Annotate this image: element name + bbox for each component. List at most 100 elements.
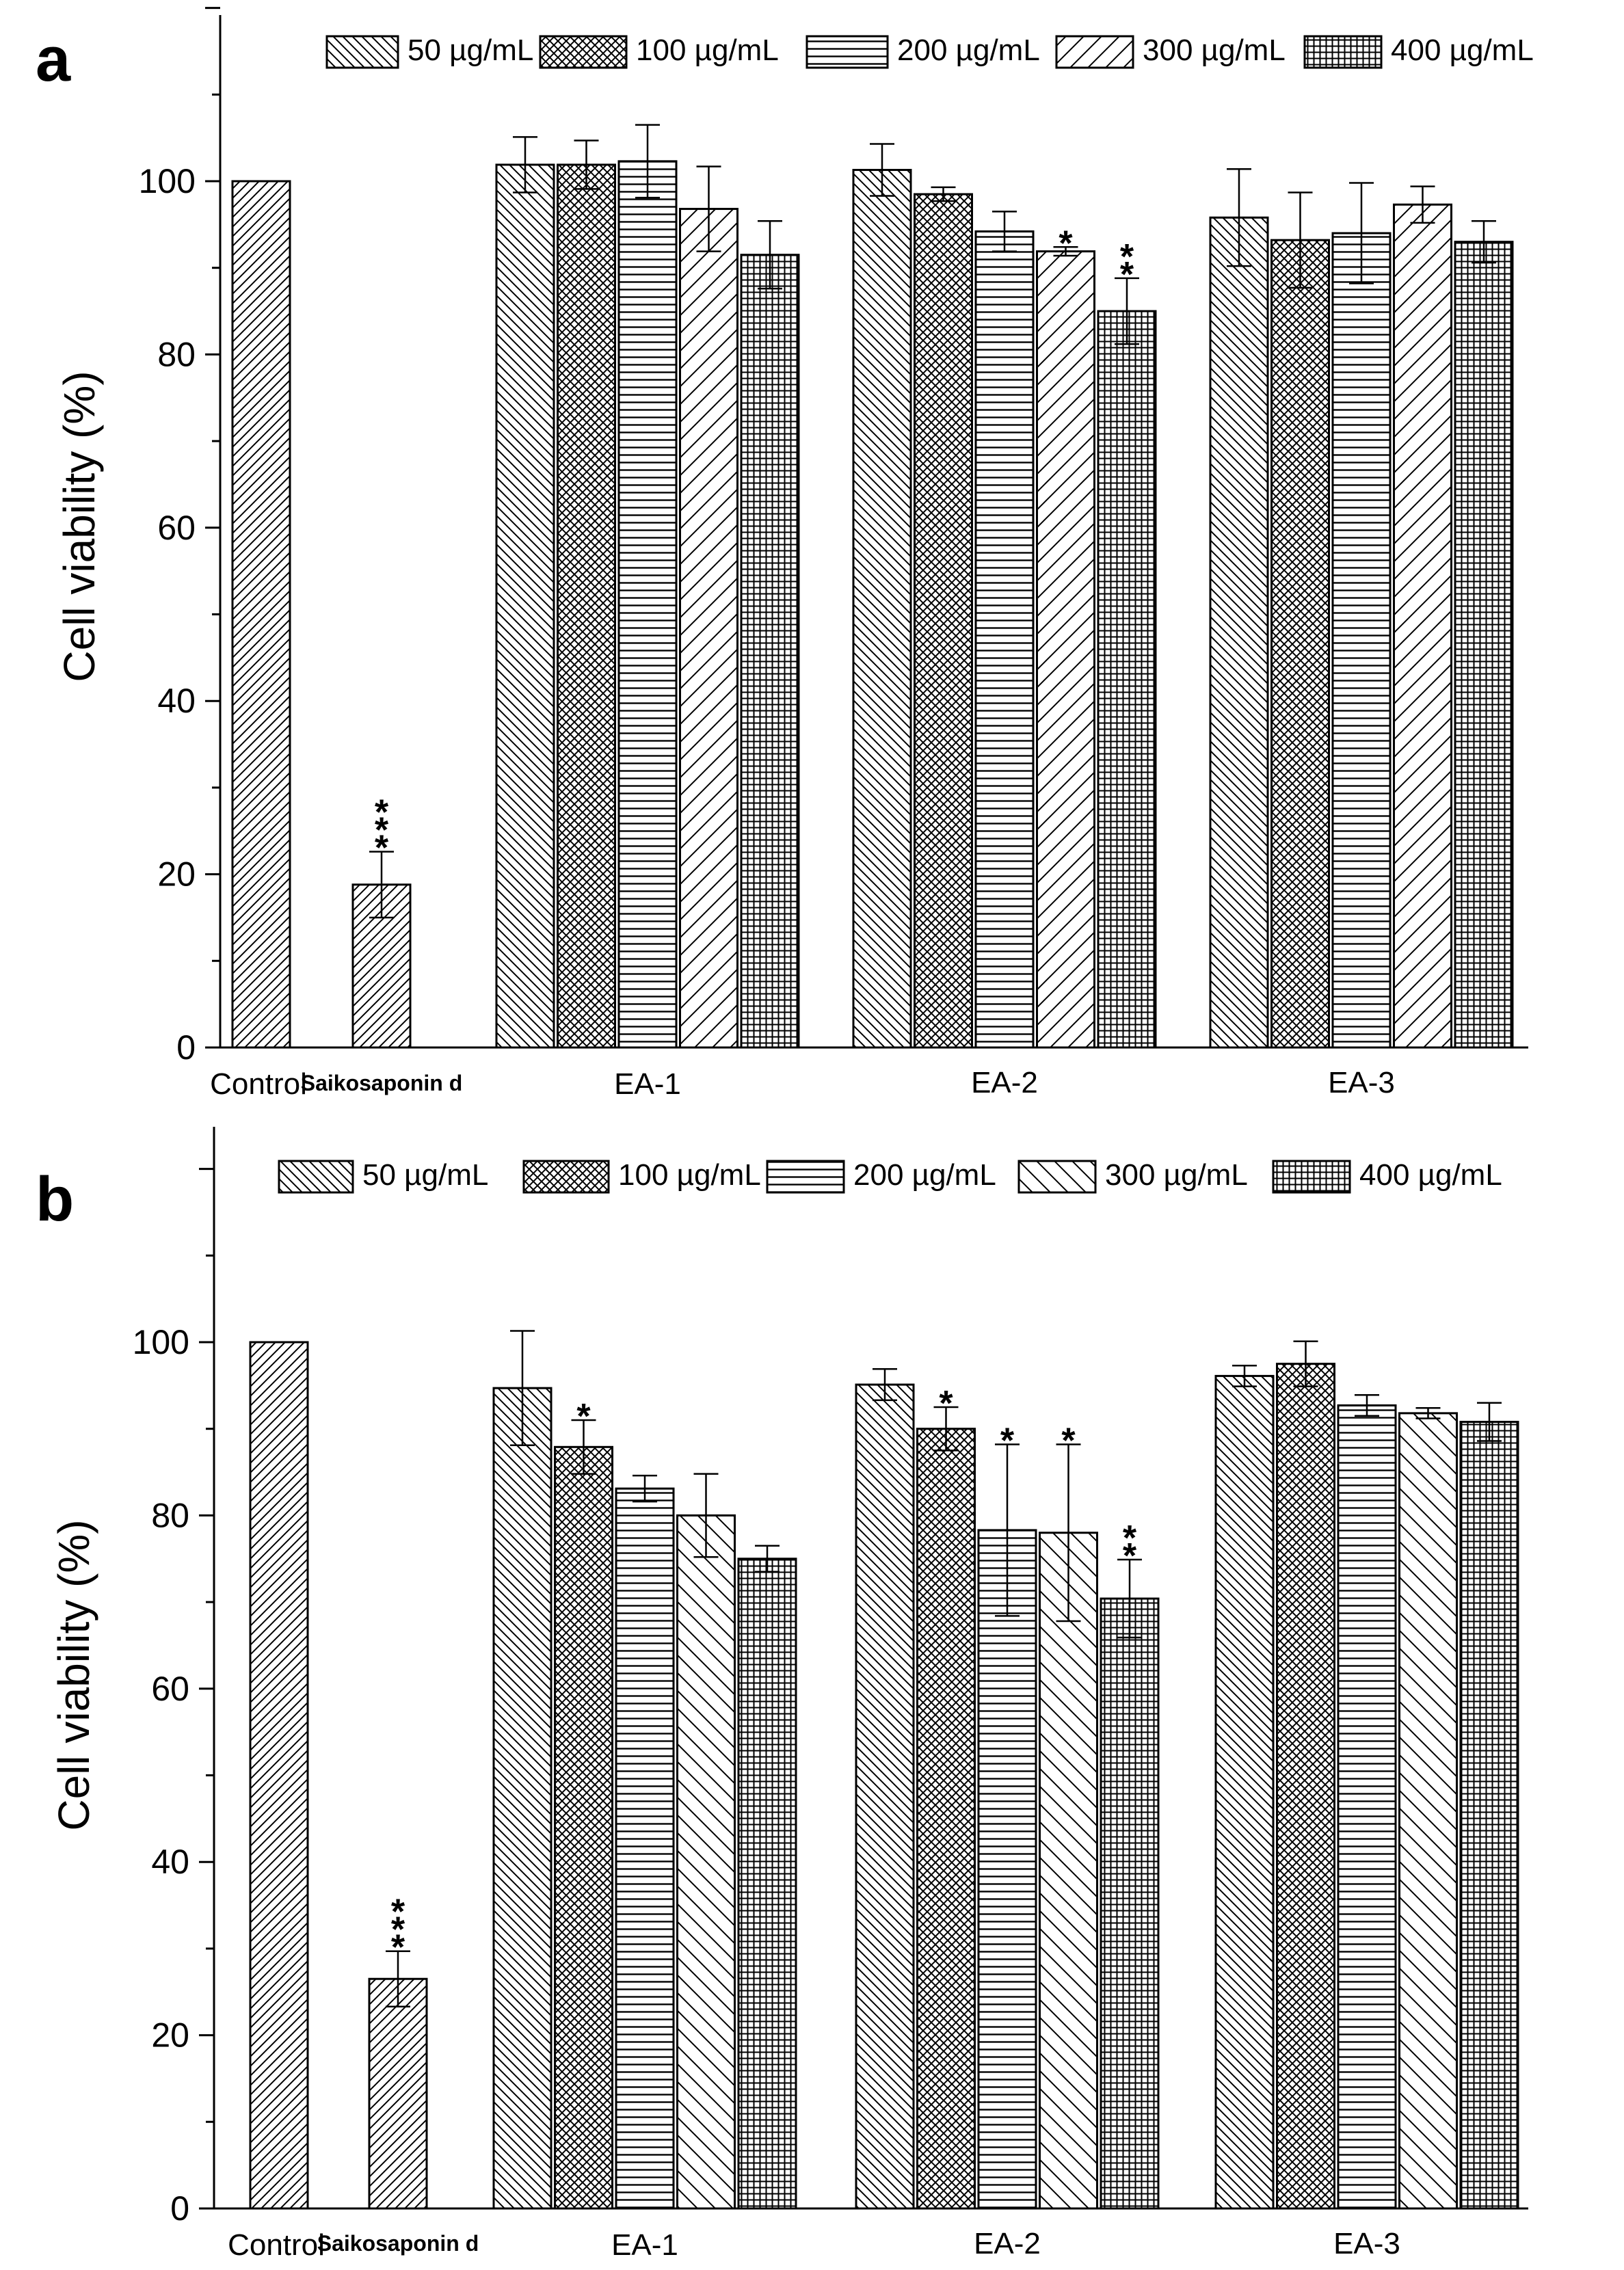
asterisk: * xyxy=(1000,1421,1015,1461)
asterisk: * xyxy=(375,811,389,851)
asterisk: * xyxy=(391,1893,405,1932)
legend-swatch xyxy=(539,35,628,69)
legend-label: 300 µg/mL xyxy=(1143,34,1286,67)
bar-ea-2-4 xyxy=(1036,250,1095,1049)
bar-ea-2-5-significance: ** xyxy=(1120,237,1134,295)
asterisk: * xyxy=(1120,255,1134,295)
bar-ea-1-3 xyxy=(615,1487,675,2210)
y-tick-label: 20 xyxy=(151,2016,189,2055)
control-bar-saikosaponin-d-significance: *** xyxy=(375,793,389,868)
bar-ea-3-1 xyxy=(1214,1374,1275,2210)
asterisk: * xyxy=(1120,237,1134,277)
bar-ea-2-5-significance: ** xyxy=(1123,1519,1137,1576)
bar-ea-1-1 xyxy=(495,163,555,1049)
legend-swatch xyxy=(325,35,399,69)
bar-ea-2-1 xyxy=(855,1383,915,2210)
asterisk: * xyxy=(375,793,389,833)
bar-ea-3-5 xyxy=(1459,1421,1519,2210)
legend-label: 100 µg/mL xyxy=(618,1158,761,1192)
axes-a: 0 20 40 60 80 100 xyxy=(139,7,1528,1067)
bar-ea-1-2-significance: * xyxy=(576,1397,591,1437)
control-bar-saikosaponin-d-significance: *** xyxy=(391,1893,405,1968)
y-tick-label: 100 xyxy=(139,162,196,200)
bar-ea-2-3-significance: * xyxy=(1000,1421,1015,1461)
asterisk: * xyxy=(1123,1536,1137,1576)
bar-ea-2-3 xyxy=(977,1529,1037,2210)
bars-b: **** ** *** xyxy=(249,1330,1519,2210)
legend-label: 200 µg/mL xyxy=(897,34,1040,67)
legend-label: 400 µg/mL xyxy=(1391,34,1534,67)
y-tick-label: 100 xyxy=(133,1323,189,1361)
x-category-label: Control xyxy=(210,1067,307,1101)
bar-ea-1-5 xyxy=(740,254,800,1049)
x-category-label: Saikosaponin d xyxy=(301,1071,462,1095)
asterisk: * xyxy=(375,829,389,868)
bars-a: **** ** xyxy=(231,124,1514,1049)
panel-letter-b: b xyxy=(36,1164,74,1234)
asterisk: * xyxy=(1123,1519,1137,1558)
bar-ea-3-2 xyxy=(1276,1363,1335,2210)
y-tick-label: 80 xyxy=(157,335,196,373)
bar-ea-2-5 xyxy=(1097,310,1157,1049)
x-category-label: Saikosaponin d xyxy=(317,2231,479,2256)
x-category-label: EA-2 xyxy=(971,1066,1038,1099)
bar-ea-1-2 xyxy=(557,163,616,1049)
bar-ea-2-1 xyxy=(852,169,912,1049)
y-tick-label: 60 xyxy=(157,509,196,547)
y-axis-label-b: Cell viability (%) xyxy=(49,1519,98,1830)
control-bar-control xyxy=(249,1341,309,2210)
legend-a: 50 µg/mL 100 µg/mL 200 µg/mL 300 µg/mL 400 µ… xyxy=(325,34,1534,69)
bar-ea-2-2 xyxy=(914,193,973,1049)
legend-b: 50 µg/mL 100 µg/mL 200 µg/mL 300 µg/mL 400 µ… xyxy=(278,1158,1502,1194)
asterisk: * xyxy=(1061,1421,1076,1461)
bar-ea-2-4-significance: * xyxy=(1059,224,1073,263)
bar-ea-3-3 xyxy=(1331,232,1392,1049)
legend-swatch xyxy=(1303,35,1383,69)
bar-ea-2-3 xyxy=(974,230,1035,1049)
legend-label: 50 µg/mL xyxy=(408,34,533,67)
bar-ea-1-1 xyxy=(492,1387,553,2210)
control-bar-saikosaponin-d xyxy=(351,883,412,1049)
legend-label: 300 µg/mL xyxy=(1105,1158,1248,1192)
bar-ea-3-1 xyxy=(1209,216,1269,1049)
x-category-label: EA-3 xyxy=(1328,1066,1395,1099)
x-category-label: EA-1 xyxy=(611,2228,678,2262)
asterisk: * xyxy=(391,1910,405,1950)
bar-ea-2-4-significance: * xyxy=(1061,1421,1076,1461)
asterisk: * xyxy=(1059,224,1073,263)
control-bar-saikosaponin-d xyxy=(368,1977,428,2210)
panel-b: b 50 µg/mL 100 µg/mL 200 µg/mL 300 µg/mL 400… xyxy=(36,1127,1528,2262)
y-tick-label: 60 xyxy=(151,1670,189,1708)
bar-ea-2-5 xyxy=(1100,1597,1160,2210)
panel-letter-a: a xyxy=(36,25,71,94)
bar-ea-2-4 xyxy=(1039,1532,1098,2210)
bar-ea-3-4 xyxy=(1398,1412,1458,2210)
x-category-label: EA-3 xyxy=(1333,2227,1400,2260)
bar-ea-2-2 xyxy=(916,1428,976,2210)
y-axis-label-a: Cell viability (%) xyxy=(55,371,104,682)
asterisk: * xyxy=(576,1397,591,1437)
x-category-label: EA-2 xyxy=(974,2227,1041,2260)
bar-ea-3-5 xyxy=(1454,241,1514,1049)
bar-ea-1-4 xyxy=(676,1514,736,2210)
legend-swatch xyxy=(1055,35,1134,69)
legend-swatch xyxy=(1017,1160,1097,1194)
y-tick-label: 80 xyxy=(151,1496,189,1534)
legend-swatch xyxy=(278,1160,354,1194)
control-bar-control xyxy=(231,180,291,1049)
bar-ea-1-4 xyxy=(679,208,738,1049)
x-category-label: Control xyxy=(228,2228,325,2262)
legend-swatch xyxy=(766,1160,845,1194)
legend-label: 200 µg/mL xyxy=(853,1158,996,1192)
y-tick-label: 0 xyxy=(176,1028,196,1067)
legend-label: 50 µg/mL xyxy=(362,1158,488,1192)
y-tick-label: 0 xyxy=(170,2189,189,2228)
y-tick-label: 20 xyxy=(157,855,196,894)
legend-label: 400 µg/mL xyxy=(1359,1158,1502,1192)
bar-ea-3-3 xyxy=(1337,1404,1397,2210)
bar-ea-1-5 xyxy=(737,1558,797,2210)
bar-ea-3-2 xyxy=(1270,239,1330,1049)
legend-swatch xyxy=(806,35,889,69)
